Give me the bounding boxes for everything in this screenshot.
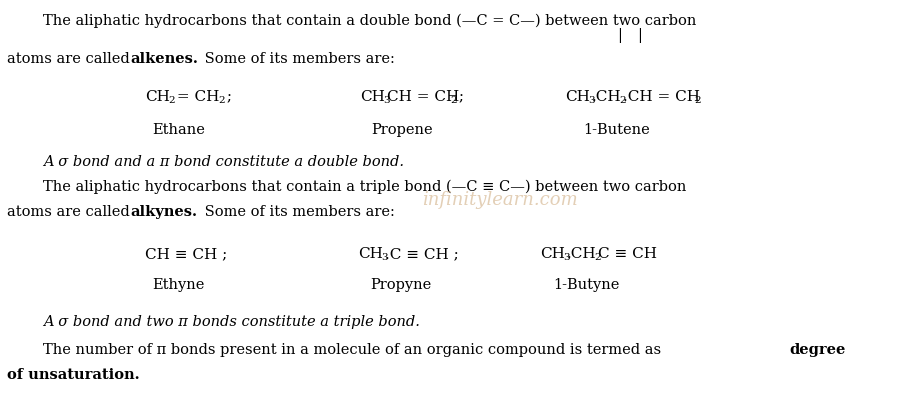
Text: .CH = CH: .CH = CH bbox=[622, 90, 699, 104]
Text: .CH: .CH bbox=[566, 247, 596, 261]
Text: ;: ; bbox=[453, 90, 463, 104]
Text: Some of its members are:: Some of its members are: bbox=[199, 52, 394, 66]
Text: A σ bond and two π bonds constitute a triple bond.: A σ bond and two π bonds constitute a tr… bbox=[43, 315, 419, 329]
Text: 1-Butyne: 1-Butyne bbox=[552, 278, 618, 292]
Text: .C ≡ CH ;: .C ≡ CH ; bbox=[384, 247, 459, 261]
Text: atoms are called: atoms are called bbox=[7, 52, 134, 66]
Text: Some of its members are:: Some of its members are: bbox=[199, 205, 394, 219]
Text: CH ≡ CH ;: CH ≡ CH ; bbox=[145, 247, 227, 261]
Text: Ethyne: Ethyne bbox=[152, 278, 204, 292]
Text: 1-Butene: 1-Butene bbox=[583, 123, 649, 137]
Text: 3: 3 bbox=[587, 96, 594, 105]
Text: 2: 2 bbox=[618, 96, 625, 105]
Text: C ≡ CH: C ≡ CH bbox=[597, 247, 656, 261]
Text: 2: 2 bbox=[218, 96, 224, 105]
Text: |: | bbox=[617, 28, 621, 43]
Text: 2: 2 bbox=[693, 96, 700, 105]
Text: CH: CH bbox=[564, 90, 589, 104]
Text: CH: CH bbox=[539, 247, 564, 261]
Text: atoms are called: atoms are called bbox=[7, 205, 134, 219]
Text: 2: 2 bbox=[449, 96, 456, 105]
Text: .CH: .CH bbox=[591, 90, 621, 104]
Text: CH: CH bbox=[145, 90, 170, 104]
Text: Propyne: Propyne bbox=[369, 278, 431, 292]
Text: of unsaturation.: of unsaturation. bbox=[7, 368, 140, 382]
Text: alkynes.: alkynes. bbox=[130, 205, 197, 219]
Text: 3: 3 bbox=[382, 96, 390, 105]
Text: Propene: Propene bbox=[370, 123, 432, 137]
Text: The number of π bonds present in a molecule of an organic compound is termed as: The number of π bonds present in a molec… bbox=[43, 343, 665, 357]
Text: degree: degree bbox=[789, 343, 845, 357]
Text: 2: 2 bbox=[168, 96, 175, 105]
Text: ;: ; bbox=[221, 90, 232, 104]
Text: CH: CH bbox=[359, 90, 384, 104]
Text: A σ bond and a π bond constitute a double bond.: A σ bond and a π bond constitute a doubl… bbox=[43, 155, 403, 169]
Text: infinitylearn.com: infinitylearn.com bbox=[422, 191, 577, 209]
Text: 2: 2 bbox=[594, 253, 600, 262]
Text: The aliphatic hydrocarbons that contain a triple bond (—C ≡ C—) between two carb: The aliphatic hydrocarbons that contain … bbox=[43, 180, 686, 194]
Text: CH: CH bbox=[357, 247, 382, 261]
Text: CH = CH: CH = CH bbox=[387, 90, 459, 104]
Text: Ethane: Ethane bbox=[152, 123, 205, 137]
Text: The aliphatic hydrocarbons that contain a double bond (—C = C—) between two carb: The aliphatic hydrocarbons that contain … bbox=[43, 14, 696, 28]
Text: |: | bbox=[636, 28, 641, 43]
Text: 3: 3 bbox=[562, 253, 569, 262]
Text: = CH: = CH bbox=[172, 90, 219, 104]
Text: 3: 3 bbox=[380, 253, 387, 262]
Text: alkenes.: alkenes. bbox=[130, 52, 198, 66]
